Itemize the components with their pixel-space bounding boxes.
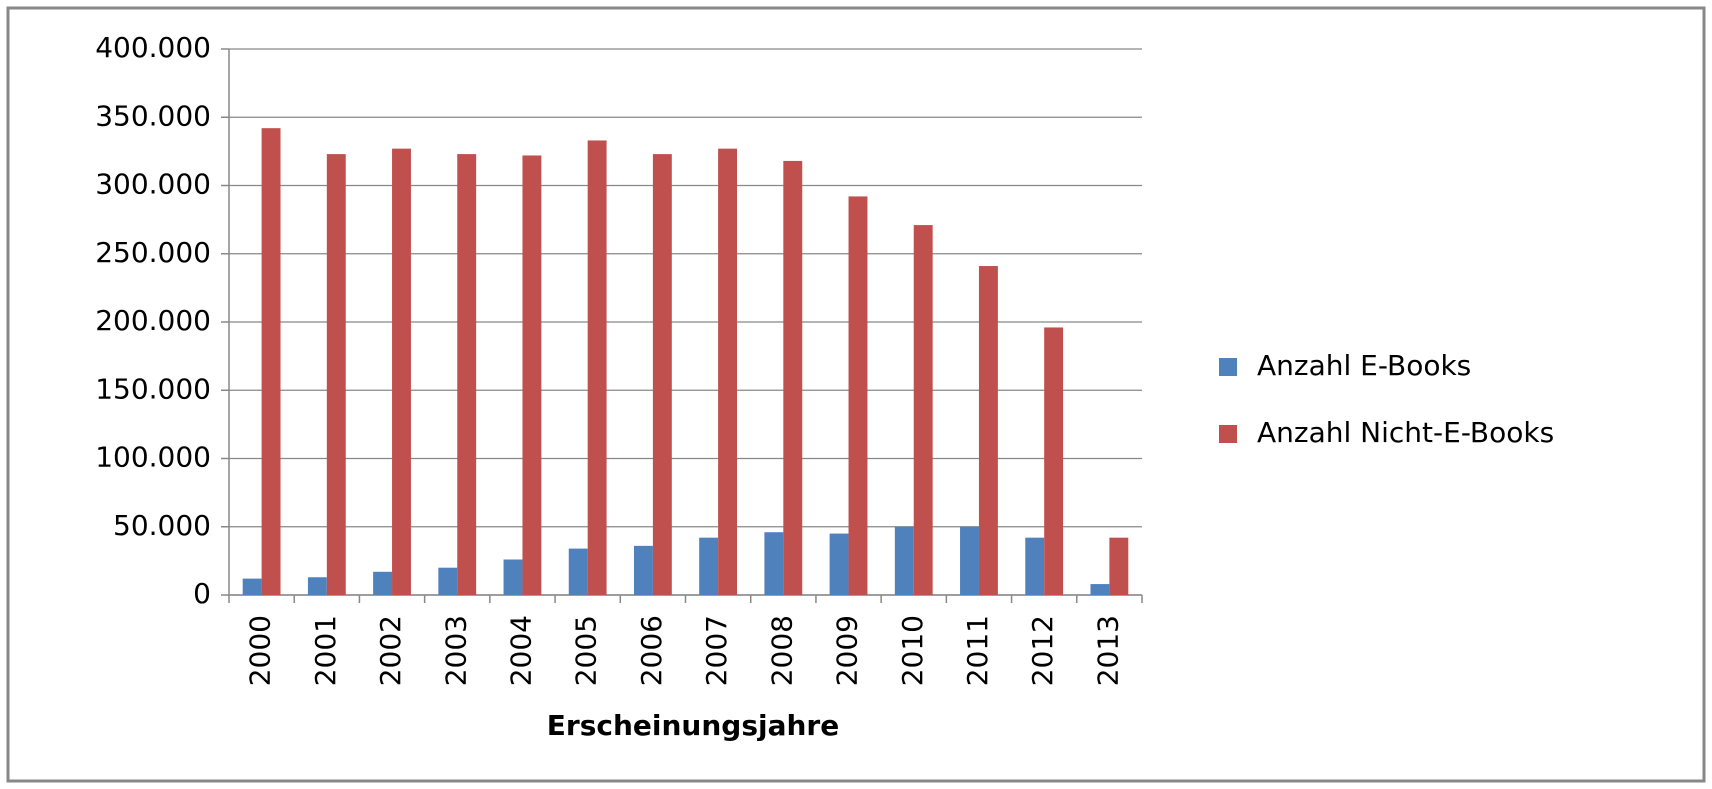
y-tick-label: 50.000 xyxy=(113,509,211,542)
y-tick-label: 350.000 xyxy=(95,99,211,132)
bar xyxy=(783,160,803,595)
y-tick-label: 100.000 xyxy=(95,441,211,474)
bar xyxy=(1044,327,1064,595)
x-tick-label: 2000 xyxy=(244,615,277,686)
x-tick-label: 2008 xyxy=(765,615,798,686)
bar xyxy=(894,526,914,595)
x-tick-label: 2013 xyxy=(1091,615,1124,686)
bar xyxy=(587,140,607,595)
bar xyxy=(568,548,588,595)
legend-swatch xyxy=(1219,425,1237,443)
bar xyxy=(503,559,523,595)
bar xyxy=(1109,537,1129,595)
x-tick-label: 2004 xyxy=(504,615,537,686)
x-tick-label: 2011 xyxy=(961,615,994,686)
bar xyxy=(652,154,672,596)
bar xyxy=(1090,584,1110,595)
bar xyxy=(438,567,458,595)
x-tick-label: 2005 xyxy=(570,615,603,686)
y-tick-label: 300.000 xyxy=(95,168,211,201)
x-tick-label: 2006 xyxy=(635,615,668,686)
x-tick-label: 2002 xyxy=(374,615,407,686)
x-tick-label: 2012 xyxy=(1026,615,1059,686)
bar xyxy=(373,571,393,595)
legend-swatch xyxy=(1219,358,1237,376)
bar xyxy=(699,537,719,595)
bar xyxy=(829,533,849,595)
x-tick-label: 2007 xyxy=(700,615,733,686)
y-tick-label: 400.000 xyxy=(95,31,211,64)
y-tick-label: 250.000 xyxy=(95,236,211,269)
bar xyxy=(978,266,998,595)
bar xyxy=(261,128,281,596)
bar xyxy=(1025,537,1045,595)
y-tick-label: 200.000 xyxy=(95,304,211,337)
legend-label: Anzahl Nicht-E-Books xyxy=(1257,416,1554,449)
x-axis-label: Erscheinungsjahre xyxy=(547,709,839,742)
bar xyxy=(960,526,979,595)
bar xyxy=(718,148,738,595)
legend-label: Anzahl E-Books xyxy=(1257,349,1471,382)
bar xyxy=(848,196,868,596)
x-tick-label: 2003 xyxy=(439,615,472,686)
bar xyxy=(764,532,784,595)
x-tick-label: 2001 xyxy=(309,615,342,686)
y-tick-label: 0 xyxy=(193,577,211,610)
bar xyxy=(522,155,542,595)
x-tick-label: 2010 xyxy=(896,615,929,686)
x-tick-label: 2009 xyxy=(831,615,864,686)
bar xyxy=(457,154,477,596)
bar xyxy=(392,148,411,595)
bar xyxy=(307,577,327,595)
y-tick-label: 150.000 xyxy=(95,372,211,405)
bar xyxy=(326,154,346,596)
bar xyxy=(913,225,933,595)
bar xyxy=(633,545,653,595)
bar xyxy=(242,578,262,595)
